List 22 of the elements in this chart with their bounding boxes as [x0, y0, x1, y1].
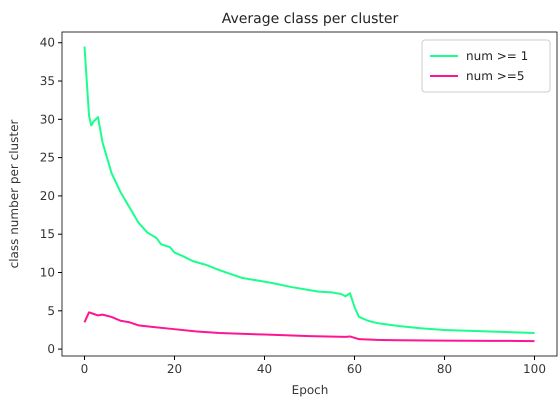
x-tick-label: 40	[256, 362, 272, 376]
y-tick-label: 20	[40, 188, 55, 203]
legend-label: num >= 1	[466, 49, 528, 63]
x-tick-label: 100	[523, 362, 546, 376]
x-tick-label: 80	[436, 362, 452, 376]
y-axis-title: class number per cluster	[7, 120, 21, 268]
x-tick-label: 0	[80, 362, 88, 376]
y-tick-label: 30	[40, 112, 55, 126]
y-tick-label: 25	[40, 150, 55, 165]
y-tick-label: 5	[47, 304, 55, 318]
y-tick-label: 10	[40, 266, 55, 280]
legend-label: num >=5	[466, 69, 524, 83]
x-axis-title: Epoch	[292, 383, 328, 397]
line-series	[84, 311, 536, 342]
x-tick-label: 60	[346, 362, 362, 376]
y-tick-label: 15	[40, 227, 55, 242]
line-series	[84, 46, 536, 334]
chart-title: Average class per cluster	[222, 11, 398, 27]
x-tick-label: 20	[166, 362, 182, 376]
y-tick-label: 40	[40, 36, 55, 50]
y-tick-label: 35	[40, 74, 55, 88]
y-tick-label: 0	[47, 342, 55, 356]
